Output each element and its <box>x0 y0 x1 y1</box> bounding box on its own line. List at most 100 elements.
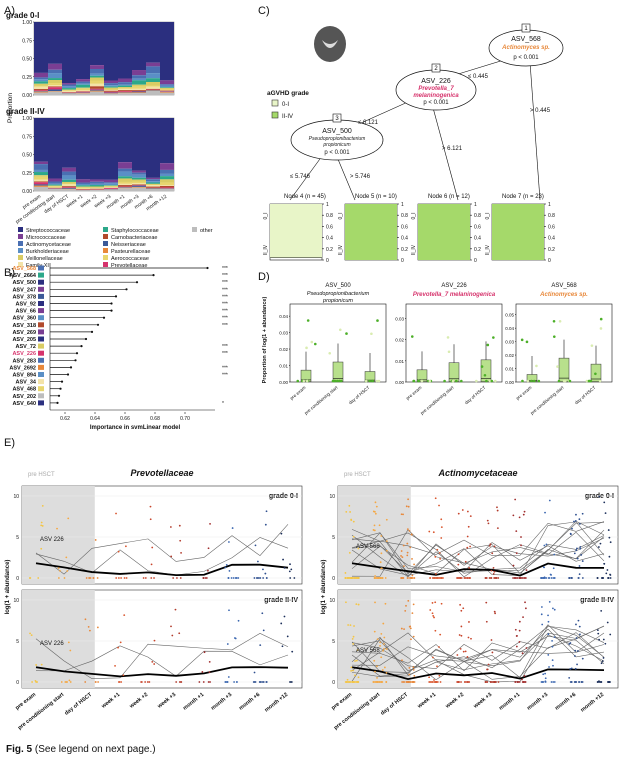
panel-a-bar-segment <box>48 181 62 184</box>
panel-e-point <box>30 634 33 637</box>
panel-e-point <box>578 523 581 525</box>
panel-e-point <box>548 577 551 579</box>
panel-a-bar-segment <box>118 22 132 79</box>
panel-e-point <box>413 563 415 566</box>
panel-e-point <box>542 566 545 569</box>
panel-c-leaf-cat: 0_I <box>411 213 417 220</box>
panel-e-point <box>92 577 95 579</box>
panel-d-xtick: pre conditioning start <box>419 384 455 415</box>
panel-d-point <box>339 379 343 383</box>
panel-e-point <box>457 563 460 566</box>
panel-b-significance-stars: *** <box>222 373 228 379</box>
panel-a-bar-segment <box>90 22 104 66</box>
panel-b-xtick: 0.66 <box>120 416 130 422</box>
panel-e-point <box>547 620 550 623</box>
panel-e-point <box>545 543 548 546</box>
panel-e-point <box>374 575 377 577</box>
panel-e-point <box>124 545 127 548</box>
panel-c-legend-item: 0-I <box>282 102 289 108</box>
panel-e-grade: grade II-IV <box>580 597 614 604</box>
panel-e-point <box>117 646 120 649</box>
panel-a-bar-segment <box>146 22 160 63</box>
panel-a-bar-segment <box>132 118 146 171</box>
panel-a-bar-segment <box>90 89 104 91</box>
panel-e-point <box>350 518 353 521</box>
panel-a-bar-segment <box>76 185 90 187</box>
panel-e-point <box>227 577 230 579</box>
panel-e-point <box>66 681 68 683</box>
panel-b-importance-point <box>110 309 113 312</box>
panel-e-point <box>378 524 381 527</box>
panel-e-point <box>125 577 128 579</box>
panel-a-bar-segment <box>34 185 48 187</box>
panel-a-legend-swatch <box>18 227 23 232</box>
panel-a-grade-title: grade 0-I <box>6 11 39 20</box>
panel-e-point <box>404 609 407 612</box>
panel-c-edge-label: > 5.746 <box>350 174 371 180</box>
panel-a-bar-segment <box>160 85 174 88</box>
panel-e-point <box>515 645 518 648</box>
panel-b-feature-label: ASV_468 <box>12 387 36 393</box>
panel-a-bar-segment <box>146 181 160 183</box>
panel-e-point <box>373 524 376 527</box>
panel-e-point <box>547 633 550 636</box>
panel-e-point <box>172 577 175 579</box>
panel-d-point <box>599 327 603 330</box>
panel-e-point <box>385 549 388 552</box>
panel-e-asv-trajectory <box>351 642 605 672</box>
panel-e-point <box>577 619 580 622</box>
panel-a-bar-segment <box>160 92 174 95</box>
panel-e-point <box>376 676 378 679</box>
panel-e-point <box>381 577 383 579</box>
panel-e-point <box>257 577 260 579</box>
panel-e-point <box>440 602 443 605</box>
panel-e-point <box>226 643 229 645</box>
panel-e-point <box>524 607 527 610</box>
panel-c-leaf-ytick: 0.2 <box>548 247 555 253</box>
panel-e-point <box>551 639 553 642</box>
panel-e-point <box>435 572 437 575</box>
panel-e-point <box>349 577 351 579</box>
panel-e-point <box>254 681 257 683</box>
panel-b-xtick: 0.68 <box>150 416 160 422</box>
panel-e-point <box>204 577 207 579</box>
panel-e-point <box>552 664 554 667</box>
panel-e-ytick: 0 <box>16 576 19 582</box>
panel-d-ytick: 0.03 <box>505 340 514 345</box>
panel-a-bar-segment <box>104 22 118 81</box>
panel-e-point <box>253 671 256 674</box>
panel-a-bar-segment <box>76 81 90 84</box>
panel-a-bar-segment <box>48 178 62 182</box>
panel-c-node-id: 3 <box>335 116 339 122</box>
panel-e-point <box>543 544 546 547</box>
panel-e-point <box>234 577 237 579</box>
panel-e-point <box>436 577 439 579</box>
panel-a-bar-segment <box>34 164 48 170</box>
panel-e-point <box>120 577 123 579</box>
panel-e-point <box>345 510 348 513</box>
panel-e-point <box>488 544 491 547</box>
panel-e-point <box>540 613 543 616</box>
panel-a-bar-segment <box>160 187 174 189</box>
panel-b-feature-label: ASV_2692 <box>9 365 36 371</box>
panel-e-point <box>468 566 471 569</box>
panel-e-point <box>513 577 516 579</box>
panel-a-bar-segment <box>104 182 118 184</box>
panel-b-significance-stars: *** <box>222 302 228 308</box>
panel-a-bar-segment <box>34 118 48 162</box>
panel-d-point <box>552 319 556 323</box>
panel-b-feature-label: ASV_226 <box>12 351 36 357</box>
panel-e-point <box>409 627 412 630</box>
panel-e-point <box>41 525 44 527</box>
panel-a-bar-segment <box>90 73 104 76</box>
panel-c-node-id-box <box>431 63 441 73</box>
panel-a-ylabel: Proportion <box>7 93 14 123</box>
panel-e-xtick: week +1 <box>416 692 437 710</box>
panel-b-family-swatch <box>38 400 44 406</box>
panel-e-point <box>570 667 573 670</box>
panel-b-significance-stars: *** <box>222 351 228 357</box>
panel-e-point <box>411 612 414 615</box>
panel-e-point <box>354 660 356 662</box>
panel-e-point <box>372 681 375 683</box>
panel-d-point <box>532 379 536 383</box>
